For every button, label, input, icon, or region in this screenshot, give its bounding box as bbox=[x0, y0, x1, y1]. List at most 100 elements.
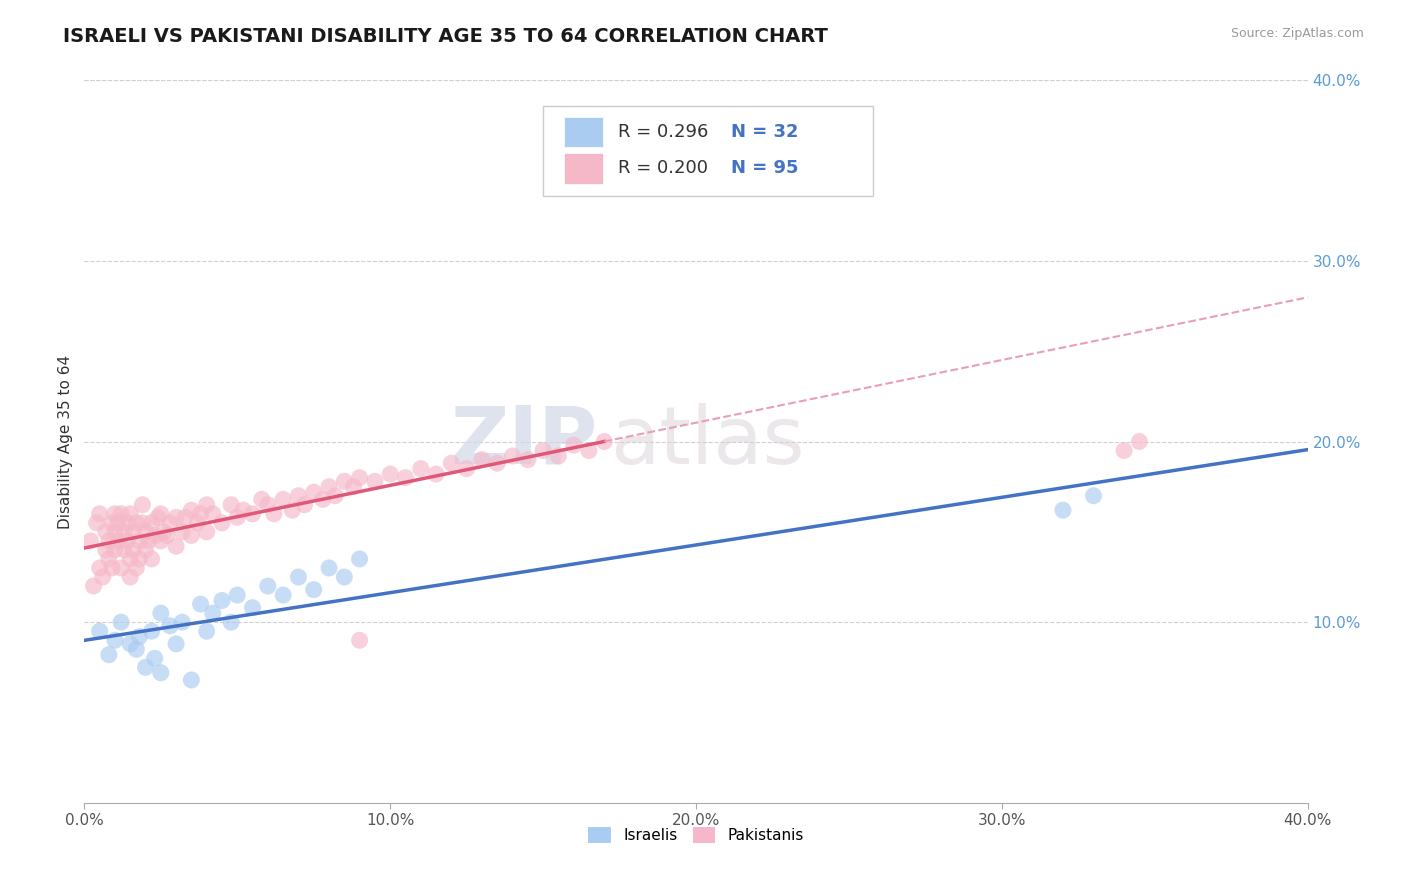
Point bbox=[149, 533, 172, 548]
Point bbox=[141, 516, 163, 530]
Point bbox=[107, 533, 129, 548]
Point bbox=[112, 542, 135, 557]
Point bbox=[242, 600, 264, 615]
Point bbox=[94, 524, 117, 539]
Point bbox=[195, 524, 218, 539]
Point bbox=[172, 615, 194, 630]
Point bbox=[83, 579, 105, 593]
Point bbox=[101, 516, 124, 530]
FancyBboxPatch shape bbox=[543, 105, 873, 196]
Point bbox=[112, 524, 135, 539]
Point bbox=[97, 533, 120, 548]
Point bbox=[201, 606, 224, 620]
Point bbox=[149, 665, 172, 680]
Point bbox=[263, 507, 285, 521]
Point bbox=[257, 498, 280, 512]
Point bbox=[153, 524, 176, 539]
Point bbox=[97, 648, 120, 662]
Text: N = 95: N = 95 bbox=[731, 160, 799, 178]
Point bbox=[349, 471, 371, 485]
Point bbox=[165, 539, 187, 553]
Point bbox=[1128, 434, 1150, 449]
Point bbox=[471, 452, 494, 467]
Point bbox=[531, 443, 554, 458]
Point bbox=[86, 516, 108, 530]
Text: ISRAELI VS PAKISTANI DISABILITY AGE 35 TO 64 CORRELATION CHART: ISRAELI VS PAKISTANI DISABILITY AGE 35 T… bbox=[63, 27, 828, 45]
Point bbox=[79, 533, 101, 548]
Point bbox=[250, 492, 273, 507]
Point bbox=[122, 542, 145, 557]
Point bbox=[165, 510, 187, 524]
Point bbox=[333, 570, 356, 584]
Point bbox=[143, 528, 166, 542]
Point bbox=[219, 498, 242, 512]
Point bbox=[190, 597, 212, 611]
Point bbox=[165, 637, 187, 651]
Point bbox=[287, 570, 309, 584]
Point bbox=[120, 570, 142, 584]
Point bbox=[115, 533, 138, 548]
Point bbox=[1083, 489, 1105, 503]
Point bbox=[91, 570, 114, 584]
Point bbox=[349, 552, 371, 566]
Point bbox=[172, 524, 194, 539]
Point bbox=[195, 624, 218, 639]
Point bbox=[156, 528, 179, 542]
FancyBboxPatch shape bbox=[564, 153, 603, 184]
Text: R = 0.296: R = 0.296 bbox=[617, 123, 709, 141]
Point bbox=[226, 588, 249, 602]
Point bbox=[180, 673, 202, 687]
Point bbox=[149, 507, 172, 521]
Point bbox=[159, 516, 181, 530]
Legend: Israelis, Pakistanis: Israelis, Pakistanis bbox=[582, 822, 810, 849]
Point bbox=[128, 630, 150, 644]
Point bbox=[219, 615, 242, 630]
Point bbox=[318, 561, 340, 575]
Point bbox=[593, 434, 616, 449]
Point bbox=[186, 516, 208, 530]
Point bbox=[110, 507, 132, 521]
Point bbox=[135, 660, 157, 674]
Point bbox=[135, 524, 157, 539]
Point bbox=[323, 489, 346, 503]
Point bbox=[349, 633, 371, 648]
Point bbox=[94, 542, 117, 557]
Point bbox=[271, 588, 294, 602]
Point bbox=[125, 561, 148, 575]
Point bbox=[578, 443, 600, 458]
Point bbox=[287, 489, 309, 503]
Y-axis label: Disability Age 35 to 64: Disability Age 35 to 64 bbox=[58, 354, 73, 529]
Point bbox=[104, 633, 127, 648]
Point bbox=[409, 461, 432, 475]
Point bbox=[190, 507, 212, 521]
Point bbox=[104, 524, 127, 539]
Point bbox=[364, 475, 387, 489]
Point bbox=[232, 503, 254, 517]
Point bbox=[318, 480, 340, 494]
Point bbox=[159, 619, 181, 633]
Point bbox=[257, 579, 280, 593]
Point bbox=[107, 516, 129, 530]
Point bbox=[125, 516, 148, 530]
Point bbox=[138, 533, 160, 548]
Point bbox=[149, 606, 172, 620]
Point bbox=[425, 467, 447, 481]
Point bbox=[120, 507, 142, 521]
Point bbox=[242, 507, 264, 521]
Point bbox=[110, 615, 132, 630]
Point bbox=[89, 624, 111, 639]
Point bbox=[211, 593, 233, 607]
Point bbox=[1114, 443, 1136, 458]
Point bbox=[516, 452, 538, 467]
Point bbox=[547, 449, 569, 463]
Point bbox=[143, 651, 166, 665]
Point bbox=[135, 542, 157, 557]
Point bbox=[195, 498, 218, 512]
Point bbox=[1052, 503, 1074, 517]
Point bbox=[120, 552, 142, 566]
Point bbox=[302, 582, 325, 597]
Point bbox=[211, 516, 233, 530]
Point bbox=[131, 516, 153, 530]
Point bbox=[562, 438, 585, 452]
Point bbox=[502, 449, 524, 463]
